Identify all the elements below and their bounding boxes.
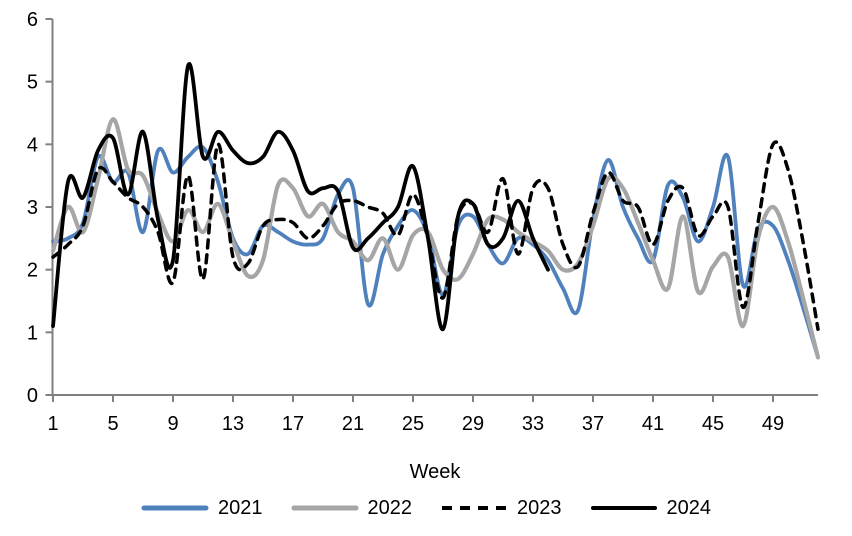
legend-item-2023: 2023 bbox=[440, 495, 562, 521]
y-tick-label: 4 bbox=[27, 134, 38, 156]
x-tick-label: 33 bbox=[522, 413, 544, 435]
legend-item-2021: 2021 bbox=[141, 495, 263, 521]
x-tick-label: 13 bbox=[222, 413, 244, 435]
legend-label-2022: 2022 bbox=[367, 497, 413, 519]
y-tick-label: 5 bbox=[27, 72, 38, 94]
x-tick-label: 9 bbox=[167, 413, 178, 435]
legend-item-2022: 2022 bbox=[291, 495, 413, 521]
legend-item-2024: 2024 bbox=[590, 495, 712, 521]
legend-line-sample-2023 bbox=[442, 506, 506, 510]
y-tick-label: 0 bbox=[27, 385, 38, 407]
series-lines bbox=[50, 62, 821, 360]
legend-label-2023: 2023 bbox=[517, 497, 562, 519]
x-tick-label: 25 bbox=[402, 413, 424, 435]
y-tick-label: 3 bbox=[27, 197, 38, 219]
x-tick-label: 5 bbox=[107, 413, 118, 435]
legend-line-sample-2024 bbox=[590, 506, 657, 510]
legend-line-sample-2021 bbox=[141, 505, 209, 511]
y-tick-label: 6 bbox=[27, 9, 38, 31]
legend-line-sample-2022 bbox=[291, 505, 358, 511]
series-line-2023 bbox=[51, 140, 820, 331]
y-tick-label: 1 bbox=[27, 322, 38, 344]
legend-label-2024: 2024 bbox=[666, 497, 712, 519]
x-axis-title: Week bbox=[410, 461, 462, 483]
x-tick-label: 49 bbox=[762, 413, 784, 435]
series-line-2024 bbox=[51, 62, 550, 332]
x-tick-label: 17 bbox=[282, 413, 304, 435]
x-tick-label: 29 bbox=[462, 413, 484, 435]
y-tick-label: 2 bbox=[27, 260, 38, 282]
legend-label-2021: 2021 bbox=[218, 497, 263, 519]
x-tick-label: 45 bbox=[702, 413, 724, 435]
x-tick-label: 37 bbox=[582, 413, 604, 435]
legend: 2021 2022 2023 2024 bbox=[0, 492, 852, 524]
x-tick-label: 1 bbox=[47, 413, 58, 435]
x-tick-label: 41 bbox=[642, 413, 664, 435]
axes bbox=[45, 18, 818, 402]
x-tick-label: 21 bbox=[342, 413, 364, 435]
